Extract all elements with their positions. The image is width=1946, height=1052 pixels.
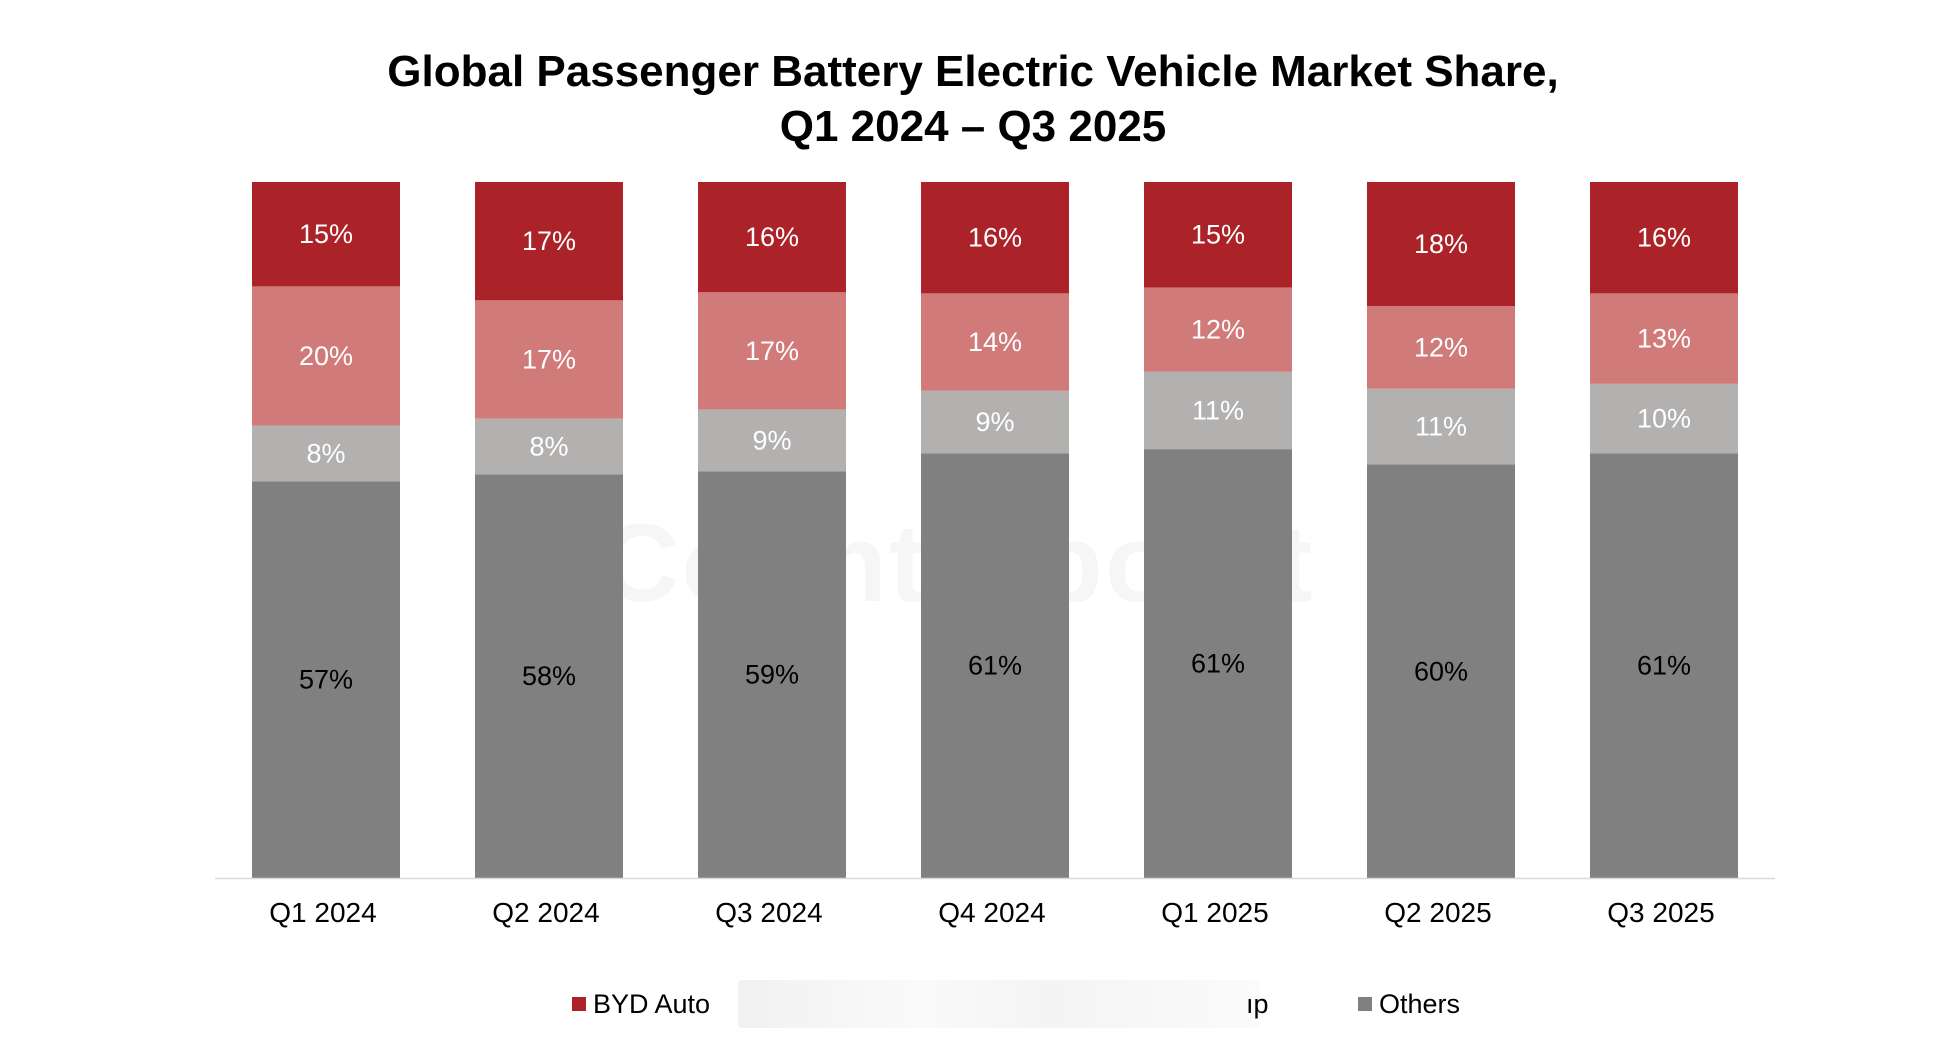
data-label-others-q2-2025: 60% — [1414, 656, 1468, 686]
bar-segment-series-2-q2-2024 — [475, 418, 623, 475]
bar-segment-others-q3-2024 — [698, 471, 846, 878]
data-label-byd-auto-q2-2024: 17% — [522, 226, 576, 256]
bar-segment-series-3-q2-2024 — [475, 300, 623, 419]
data-label-series-2-q2-2024: 8% — [529, 431, 568, 461]
bar-segment-series-3-q2-2025 — [1367, 306, 1515, 389]
data-label-others-q3-2025: 61% — [1637, 651, 1691, 681]
bar-segment-series-3-q3-2024 — [698, 292, 846, 410]
data-label-others-q4-2024: 61% — [968, 651, 1022, 681]
data-label-byd-auto-q1-2025: 15% — [1191, 220, 1245, 250]
data-label-byd-auto-q3-2025: 16% — [1637, 223, 1691, 253]
bar-segment-others-q4-2024 — [921, 453, 1069, 878]
legend-partial-item: ıp — [1246, 987, 1269, 1021]
data-label-series-3-q1-2024: 20% — [299, 341, 353, 371]
legend-swatch-byd-auto — [572, 997, 586, 1011]
data-label-series-2-q4-2024: 9% — [975, 407, 1014, 437]
legend-item-byd-auto: BYD Auto — [572, 987, 710, 1021]
data-label-byd-auto-q2-2025: 18% — [1414, 229, 1468, 259]
bar-segment-byd-auto-q2-2025 — [1367, 182, 1515, 307]
redacted-legend-area — [738, 980, 1260, 1028]
data-label-series-2-q3-2024: 9% — [752, 425, 791, 455]
x-tick-label-q3-2024: Q3 2024 — [715, 897, 822, 928]
x-tick-label-q2-2024: Q2 2024 — [492, 897, 599, 928]
x-tick-label-q3-2025: Q3 2025 — [1607, 897, 1714, 928]
bar-segment-series-2-q1-2024 — [252, 425, 400, 482]
bar-segment-byd-auto-q4-2024 — [921, 182, 1069, 294]
legend-label-others: Others — [1379, 989, 1461, 1019]
bar-segment-series-3-q3-2025 — [1590, 293, 1738, 384]
legend-item-others: Others — [1358, 987, 1460, 1021]
x-tick-label-q1-2025: Q1 2025 — [1161, 897, 1268, 928]
data-label-series-2-q3-2025: 10% — [1637, 404, 1691, 434]
data-label-others-q2-2024: 58% — [522, 661, 576, 691]
data-label-others-q1-2024: 57% — [299, 665, 353, 695]
data-label-others-q1-2025: 61% — [1191, 649, 1245, 679]
bar-segment-byd-auto-q3-2025 — [1590, 182, 1738, 294]
x-tick-label-q1-2024: Q1 2024 — [269, 897, 376, 928]
legend-label-byd-auto: BYD Auto — [593, 989, 711, 1019]
bar-segment-others-q1-2025 — [1144, 449, 1292, 878]
legend-partial-label: ıp — [1246, 989, 1269, 1019]
bar-segment-byd-auto-q1-2025 — [1144, 182, 1292, 288]
data-label-series-3-q4-2024: 14% — [968, 327, 1022, 357]
bar-segment-others-q2-2024 — [475, 474, 623, 878]
x-tick-label-q2-2025: Q2 2025 — [1384, 897, 1491, 928]
data-label-series-3-q1-2025: 12% — [1191, 315, 1245, 345]
bar-segment-byd-auto-q3-2024 — [698, 182, 846, 293]
data-label-series-3-q2-2024: 17% — [522, 344, 576, 374]
data-label-byd-auto-q1-2024: 15% — [299, 219, 353, 249]
data-label-series-2-q1-2025: 11% — [1192, 395, 1244, 425]
bar-segment-others-q2-2025 — [1367, 464, 1515, 878]
legend-swatch-others — [1358, 997, 1372, 1011]
chart-title-line-1: Global Passenger Battery Electric Vehicl… — [387, 47, 1559, 96]
data-label-series-3-q3-2025: 13% — [1637, 324, 1691, 354]
bar-segment-series-2-q3-2025 — [1590, 383, 1738, 454]
bar-segment-series-2-q1-2025 — [1144, 371, 1292, 450]
bar-segment-series-2-q3-2024 — [698, 409, 846, 472]
bar-segment-others-q1-2024 — [252, 481, 400, 878]
data-label-series-3-q2-2025: 12% — [1414, 332, 1468, 362]
data-label-others-q3-2024: 59% — [745, 660, 799, 690]
data-label-series-3-q3-2024: 17% — [745, 336, 799, 366]
bar-segment-others-q3-2025 — [1590, 453, 1738, 878]
bar-segment-series-3-q4-2024 — [921, 293, 1069, 391]
bar-segment-byd-auto-q2-2024 — [475, 182, 623, 301]
data-label-series-2-q2-2025: 11% — [1415, 412, 1467, 442]
bar-segment-series-2-q4-2024 — [921, 390, 1069, 454]
x-tick-label-q4-2024: Q4 2024 — [938, 897, 1045, 928]
data-label-byd-auto-q4-2024: 16% — [968, 223, 1022, 253]
data-label-series-2-q1-2024: 8% — [306, 438, 345, 468]
bar-segment-byd-auto-q1-2024 — [252, 182, 400, 287]
bar-segment-series-2-q2-2025 — [1367, 388, 1515, 465]
bar-segment-series-3-q1-2024 — [252, 286, 400, 426]
data-label-byd-auto-q3-2024: 16% — [745, 222, 799, 252]
chart-title-line-2: Q1 2024 – Q3 2025 — [779, 102, 1167, 151]
bar-segment-series-3-q1-2025 — [1144, 287, 1292, 372]
